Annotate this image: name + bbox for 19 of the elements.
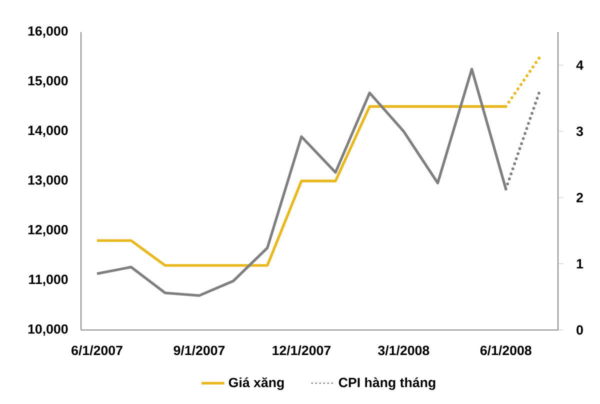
x-tick-label: 3/1/2008: [378, 345, 430, 356]
y-tick-label: 14,000: [28, 126, 68, 138]
y-tick-label: 12,000: [28, 224, 68, 236]
y2-tick-label: 4: [576, 60, 584, 70]
y-tick-label: 11,000: [29, 274, 68, 286]
x-tick-label: 9/1/2007: [174, 345, 225, 356]
y-tick-label: 13,000: [28, 175, 68, 187]
y-tick-label: 10,000: [28, 324, 68, 336]
x-tick-label: 6/1/2008: [480, 345, 532, 356]
x-tick-label: 6/1/2007: [72, 345, 122, 356]
y-tick-label: 15,000: [28, 76, 68, 88]
y2-tick-label: 0: [576, 325, 583, 335]
y-tick-label: 16,000: [28, 26, 68, 38]
legend-label: CPI hàng tháng: [338, 377, 436, 390]
y2-tick-label: 3: [576, 126, 583, 136]
x-tick-label: 12/1/2007: [272, 345, 331, 356]
legend-label: Giá xăng: [228, 377, 284, 390]
y2-tick-label: 2: [576, 192, 583, 202]
y2-tick-label: 1: [576, 259, 584, 268]
